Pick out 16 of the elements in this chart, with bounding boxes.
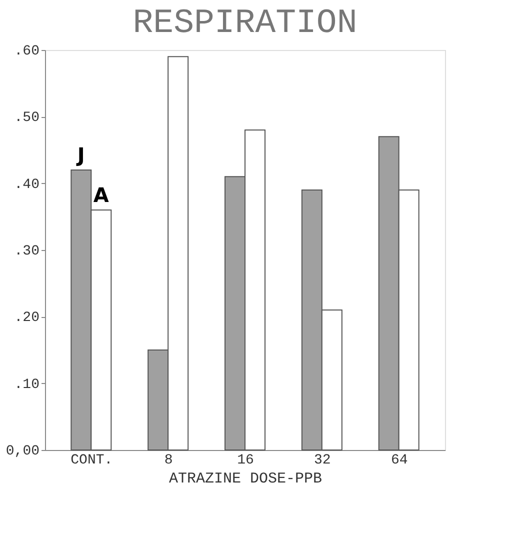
- y-tick-label: .10: [14, 376, 40, 393]
- y-tick-label: .30: [14, 244, 40, 260]
- x-tick-label: 32: [314, 452, 331, 468]
- x-tick-label: CONT.: [70, 452, 113, 468]
- chart-title: RESPIRATION: [132, 5, 358, 43]
- y-tick-label: 0,00: [6, 444, 40, 460]
- series-label: A: [93, 183, 110, 207]
- x-tick-label: 8: [164, 452, 173, 468]
- y-tick-label: .20: [14, 310, 40, 326]
- y-tick-label: .50: [14, 110, 40, 126]
- y-tick-label: .60: [14, 44, 40, 60]
- x-axis-title: ATRAZINE DOSE-PPB: [168, 470, 322, 488]
- series-label: J: [75, 143, 85, 167]
- x-tick-label: 16: [237, 452, 254, 468]
- x-tick-label: 64: [390, 452, 408, 468]
- y-tick-label: .40: [14, 176, 40, 193]
